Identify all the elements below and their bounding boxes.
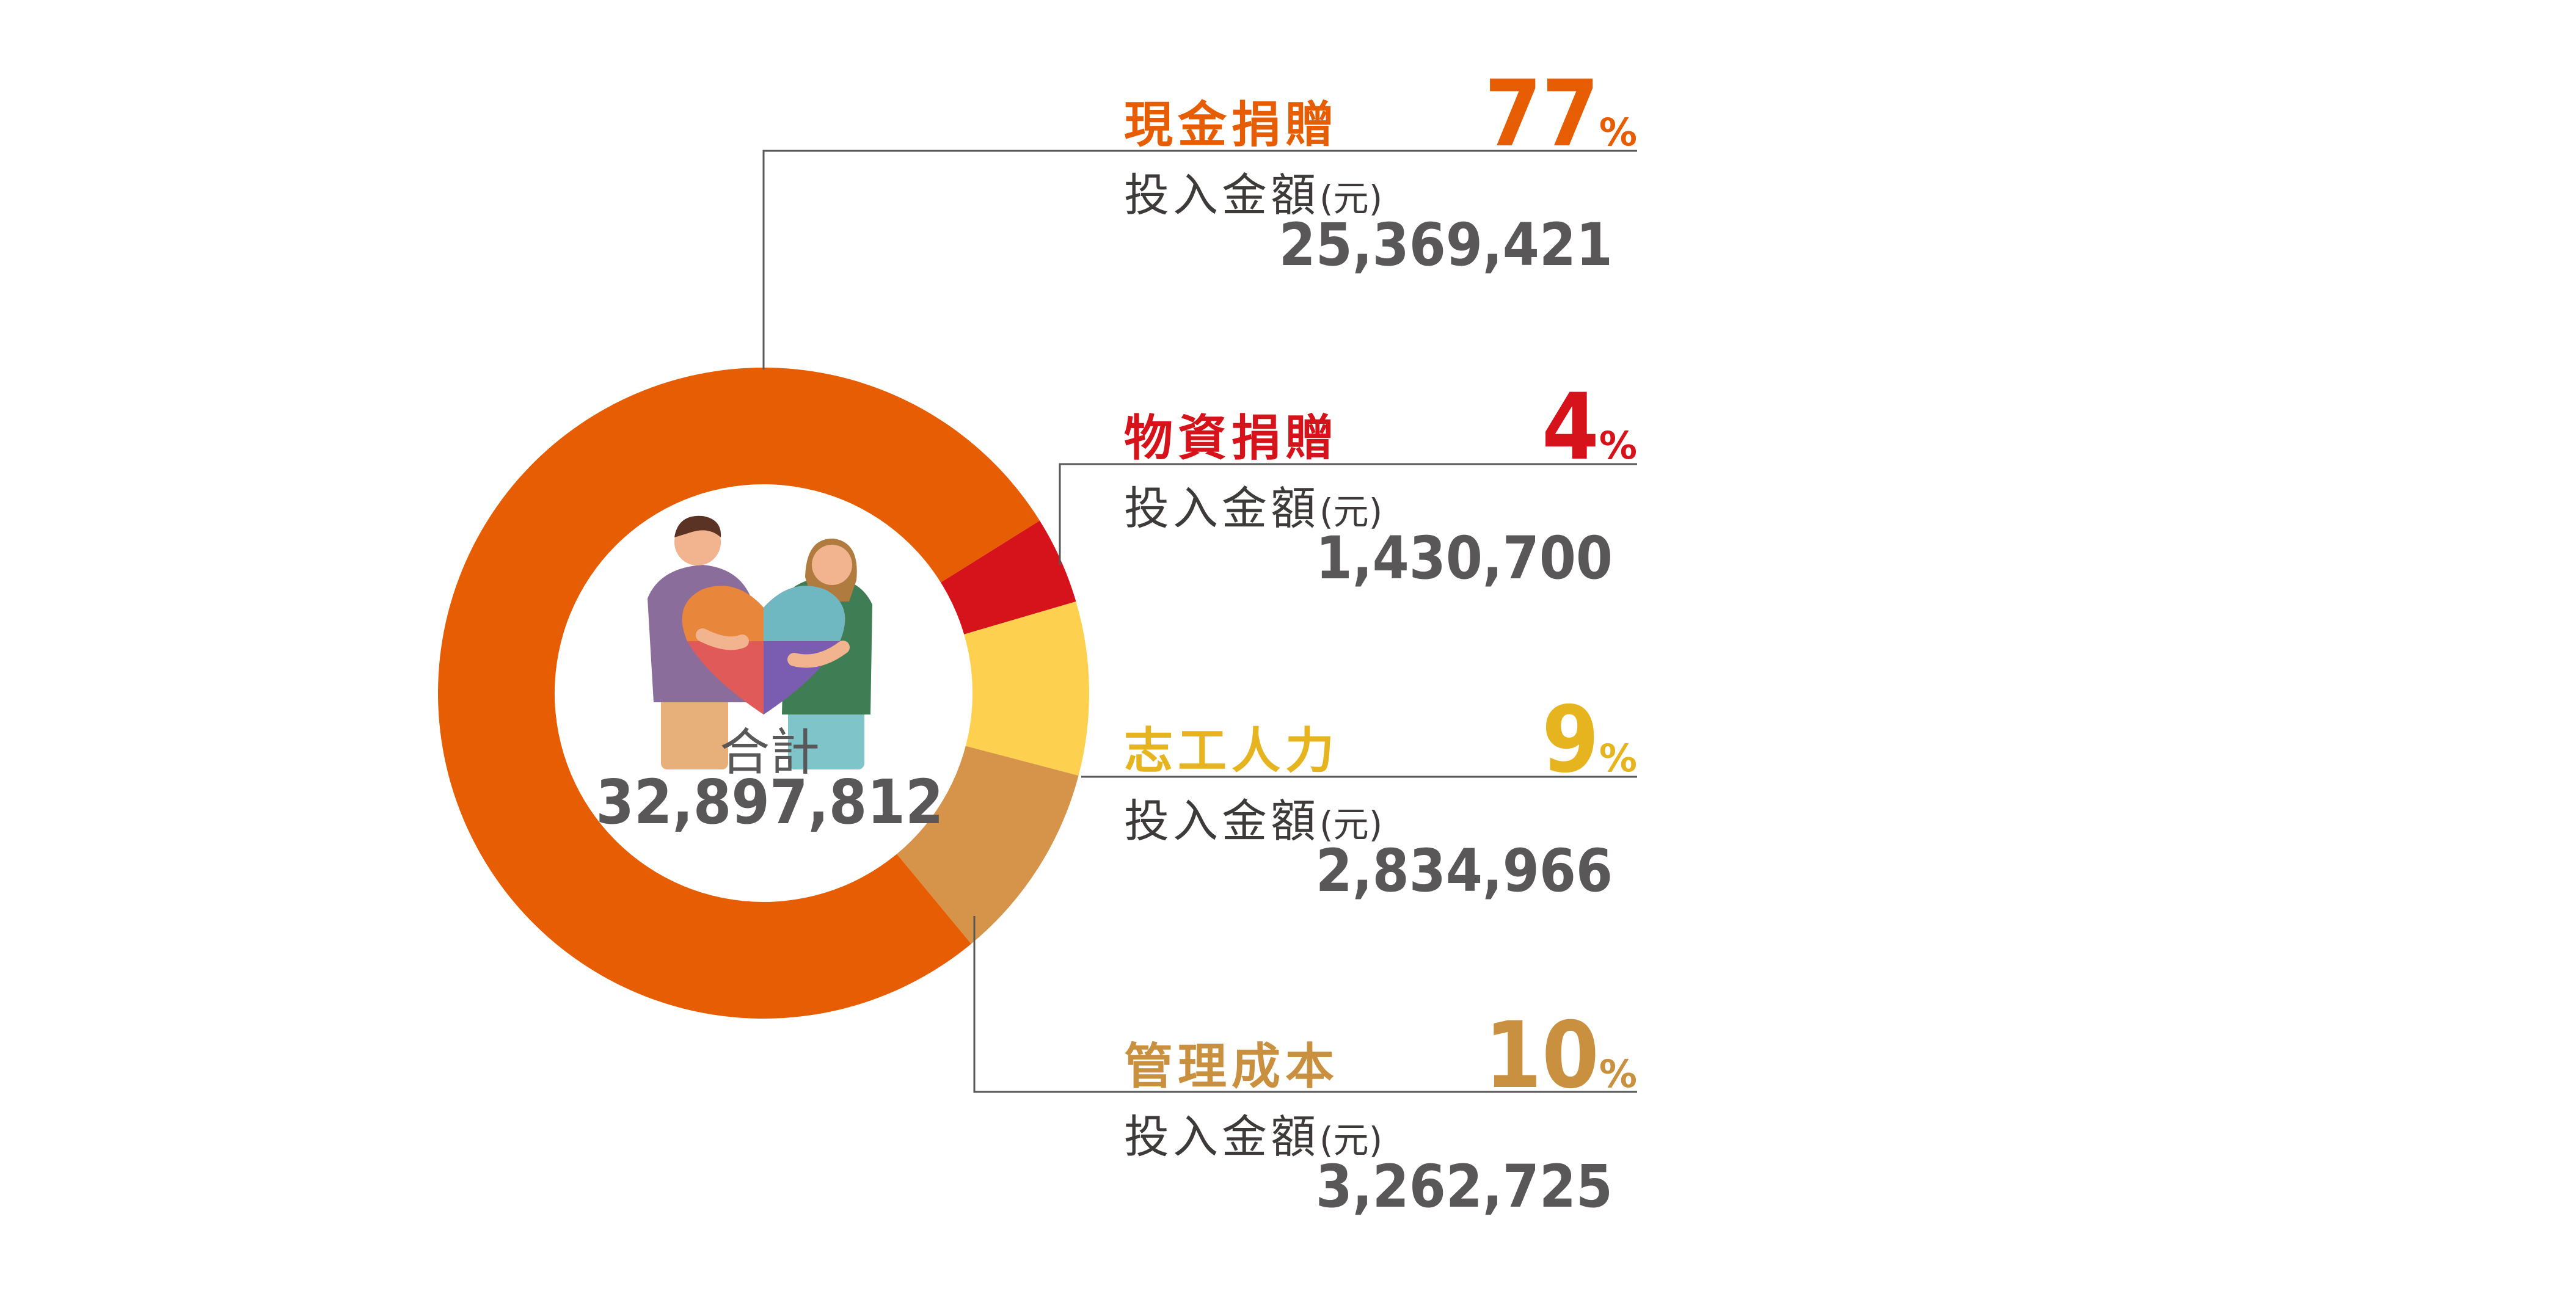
amount-label: 投入金額(元) [1124,169,1383,222]
amount-label: 投入金額(元) [1124,1111,1383,1163]
legend-item-goods: 物資捐贈 4% 投入金額(元) 1,430,700 [1124,374,1637,592]
center-total-value: 32,897,812 [596,766,944,838]
slice-percent: 9% [1541,687,1637,793]
slice-label: 物資捐贈 [1124,410,1339,467]
slice-label: 現金捐贈 [1124,96,1339,153]
leader-line-goods [1059,463,1637,565]
amount-value: 25,369,421 [1279,211,1613,279]
leader-line-admin [973,916,1637,1093]
leader-lines [762,150,1637,1093]
slice-label: 管理成本 [1124,1038,1339,1095]
legend-item-volunteer: 志工人力 9% 投入金額(元) 2,834,966 [1124,687,1637,905]
legend-item-admin: 管理成本 10% 投入金額(元) 3,262,725 [1124,1003,1637,1221]
couple-holding-puzzle-heart-illustration [648,515,872,769]
slice-percent: 4% [1541,374,1637,481]
slice-label: 志工人力 [1124,722,1339,779]
amount-value: 2,834,966 [1315,837,1613,905]
center-total-title: 合計 [719,724,820,782]
slice-percent: 10% [1484,1003,1637,1109]
amount-label: 投入金額(元) [1124,795,1383,848]
amount-value: 3,262,725 [1315,1152,1613,1221]
leader-line-cash [762,150,1637,369]
amount-label: 投入金額(元) [1124,482,1383,535]
legend-item-cash: 現金捐贈 77% 投入金額(元) 25,369,421 [1124,61,1637,279]
slice-percent: 77% [1484,61,1637,167]
amount-value: 1,430,700 [1315,524,1613,592]
